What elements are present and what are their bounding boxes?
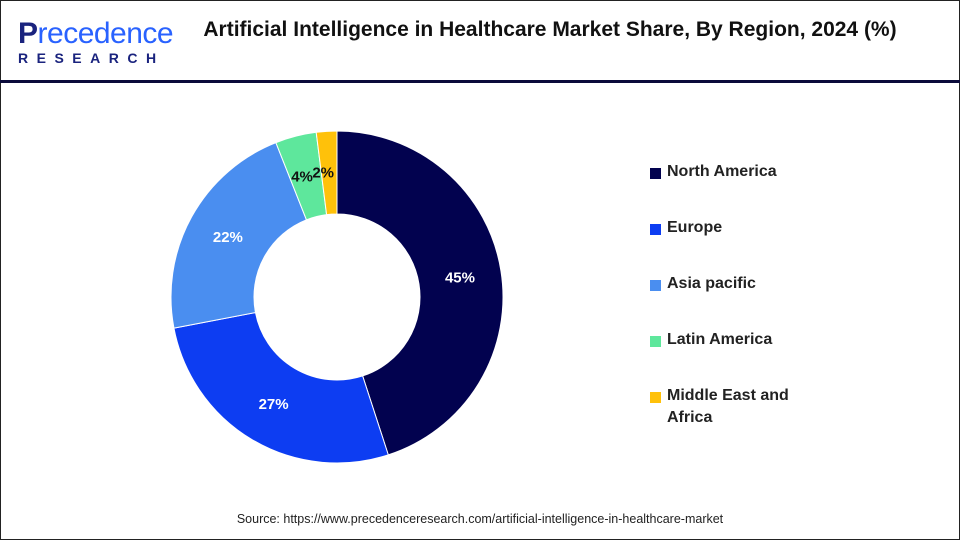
data-label: 27% bbox=[259, 396, 289, 413]
legend-label: Middle East and Africa bbox=[667, 387, 789, 426]
legend-label: North America bbox=[667, 163, 777, 180]
source-text: Source: https://www.precedenceresearch.c… bbox=[236, 512, 724, 526]
legend-swatch bbox=[650, 336, 661, 347]
logo: Precedence RESEARCH bbox=[18, 17, 174, 67]
legend-item: Asia pacific bbox=[650, 275, 817, 331]
data-label: 2% bbox=[312, 165, 334, 182]
legend-swatch bbox=[650, 224, 661, 235]
slice-north-america bbox=[336, 130, 504, 456]
legend-label: Asia pacific bbox=[667, 275, 756, 292]
legend-item: North America bbox=[650, 163, 817, 219]
legend-label: Europe bbox=[667, 219, 723, 236]
header-divider bbox=[0, 80, 960, 83]
legend-swatch bbox=[650, 280, 661, 291]
legend-item: Europe bbox=[650, 219, 817, 275]
slice-asia-pacific bbox=[170, 142, 308, 329]
slice-europe bbox=[173, 311, 389, 464]
legend-swatch bbox=[650, 168, 661, 179]
data-label: 45% bbox=[445, 270, 475, 287]
legend-label: Latin America bbox=[667, 331, 773, 348]
chart-title: Artificial Intelligence in Healthcare Ma… bbox=[203, 18, 897, 41]
data-label: 22% bbox=[213, 229, 243, 246]
data-label: 4% bbox=[291, 168, 313, 185]
legend-item: Middle East and Africa bbox=[650, 387, 817, 443]
legend: North America Europe Asia pacific Latin Ame… bbox=[650, 163, 817, 443]
legend-swatch bbox=[650, 392, 661, 403]
slice-middle-east-and-africa bbox=[315, 130, 338, 216]
legend-item: Latin America bbox=[650, 331, 817, 387]
